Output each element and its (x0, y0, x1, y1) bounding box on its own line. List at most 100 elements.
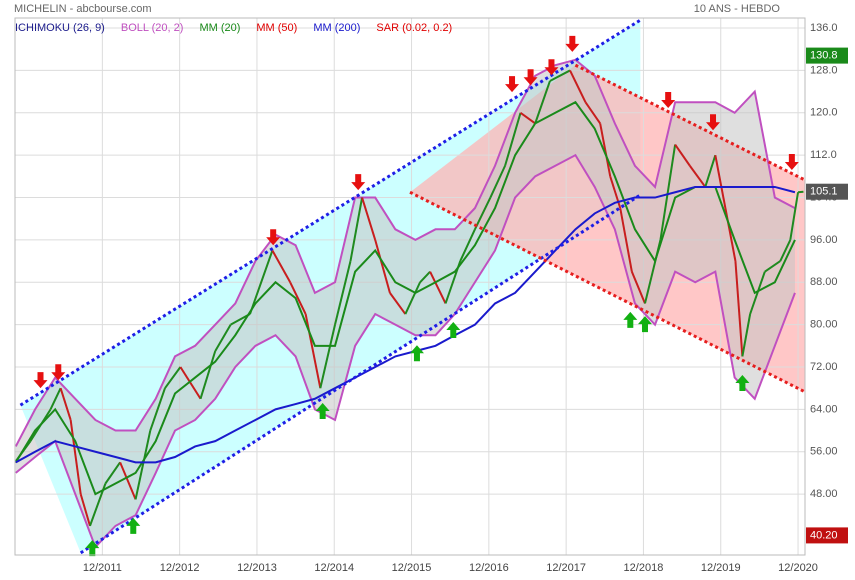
signal-arrow (126, 517, 141, 534)
moving-average (15, 185, 796, 464)
price-label-box (806, 183, 848, 200)
y-tick-label: 64.00 (810, 403, 838, 415)
signal-arrow (706, 114, 721, 131)
price-segment (319, 324, 336, 389)
price-segment (779, 239, 792, 262)
price-segment (134, 430, 152, 500)
x-tick-label: 12/2018 (624, 562, 664, 574)
price-label-box (806, 527, 848, 544)
price-segment (689, 165, 707, 188)
signal-arrow (409, 345, 424, 362)
signal-arrow (523, 69, 538, 86)
y-tick-label: 48.00 (810, 488, 838, 500)
signal-arrow (85, 540, 100, 557)
signal-arrow (51, 364, 66, 381)
price-segment (549, 69, 571, 82)
legend-entry: MM (20) (199, 22, 240, 34)
signal-arrow (784, 153, 799, 170)
price-label: 40.20 (810, 529, 838, 541)
price-segment (199, 350, 217, 400)
y-tick-label: 56.00 (810, 446, 838, 458)
channel-line (19, 18, 642, 407)
x-tick-label: 12/2016 (469, 562, 509, 574)
price-segment (534, 80, 551, 124)
legend-entry: MM (200) (313, 22, 360, 34)
signal-arrow (637, 316, 652, 333)
price-segment (659, 144, 677, 241)
channel-line (574, 63, 805, 182)
plot-frame (14, 17, 806, 556)
channel-line (409, 190, 805, 394)
price-segment (789, 192, 800, 241)
price-segment (289, 281, 307, 315)
price-segment (459, 228, 476, 262)
price-segment (419, 270, 431, 283)
y-tick-label: 136.0 (810, 22, 838, 34)
signal-arrow (351, 174, 366, 191)
price-label: 130.8 (810, 50, 838, 62)
x-tick-label: 12/2020 (778, 562, 818, 574)
x-tick-label: 12/2011 (83, 562, 122, 574)
price-segment (249, 250, 274, 315)
price-segment (630, 271, 646, 304)
price-segment (104, 461, 121, 485)
price-segment (149, 387, 166, 431)
price-segment (797, 190, 804, 194)
signal-arrow (315, 403, 330, 420)
price-segment (361, 197, 377, 241)
y-tick-label: 120.0 (810, 107, 838, 119)
band-line (15, 58, 796, 447)
price-segment (519, 111, 536, 125)
price-segment (374, 239, 391, 294)
signal-arrow (505, 76, 520, 93)
plot-area (15, 18, 805, 555)
price-segment (59, 387, 72, 421)
y-tick-label: 96.00 (810, 234, 838, 246)
chart-title: MICHELIN - abcbourse.com (14, 3, 152, 15)
signal-arrow (446, 321, 461, 338)
price-segment (49, 387, 62, 410)
x-tick-label: 12/2017 (546, 562, 586, 574)
price-segment (214, 324, 232, 352)
signal-arrow (623, 311, 638, 328)
price-segment (404, 281, 421, 315)
price-segment (69, 419, 82, 495)
price-segment (741, 313, 752, 357)
signal-arrow (661, 92, 676, 109)
price-segment (349, 197, 364, 262)
price-segment (674, 144, 691, 167)
price-segment (584, 101, 601, 124)
price-segment (179, 366, 202, 400)
channel-line (79, 193, 642, 555)
legend-entry: BOLL (20, 2) (121, 22, 184, 34)
price-segment (79, 493, 91, 527)
signal-arrow (33, 372, 48, 389)
signal-arrow (735, 374, 750, 391)
legend-entry: SAR (0.02, 0.2) (376, 22, 452, 34)
price-label: 105.1 (810, 186, 838, 198)
price-segment (749, 271, 766, 315)
x-tick-label: 12/2014 (314, 562, 354, 574)
price-segment (474, 197, 492, 230)
y-tick-label: 128.0 (810, 64, 838, 76)
y-tick-label: 88.00 (810, 276, 838, 288)
x-tick-label: 12/2019 (701, 562, 741, 574)
price-segment (271, 249, 292, 283)
price-segment (489, 165, 506, 198)
band-fill (15, 59, 795, 548)
price-segment (764, 260, 781, 273)
price-segment (569, 69, 587, 103)
x-tick-label: 12/2012 (160, 562, 200, 574)
y-tick-label: 72.00 (810, 361, 838, 373)
price-segment (734, 261, 744, 357)
y-tick-label: 80.00 (810, 319, 838, 331)
price-segment (714, 154, 727, 209)
band-line (15, 153, 796, 549)
price-segment (429, 271, 447, 304)
legend-entry: MM (50) (256, 22, 297, 34)
x-tick-label: 12/2013 (237, 562, 277, 574)
price-segment (704, 154, 717, 188)
legend-entry: ICHIMOKU (26, 9) (15, 22, 105, 34)
price-label-box (806, 47, 848, 64)
